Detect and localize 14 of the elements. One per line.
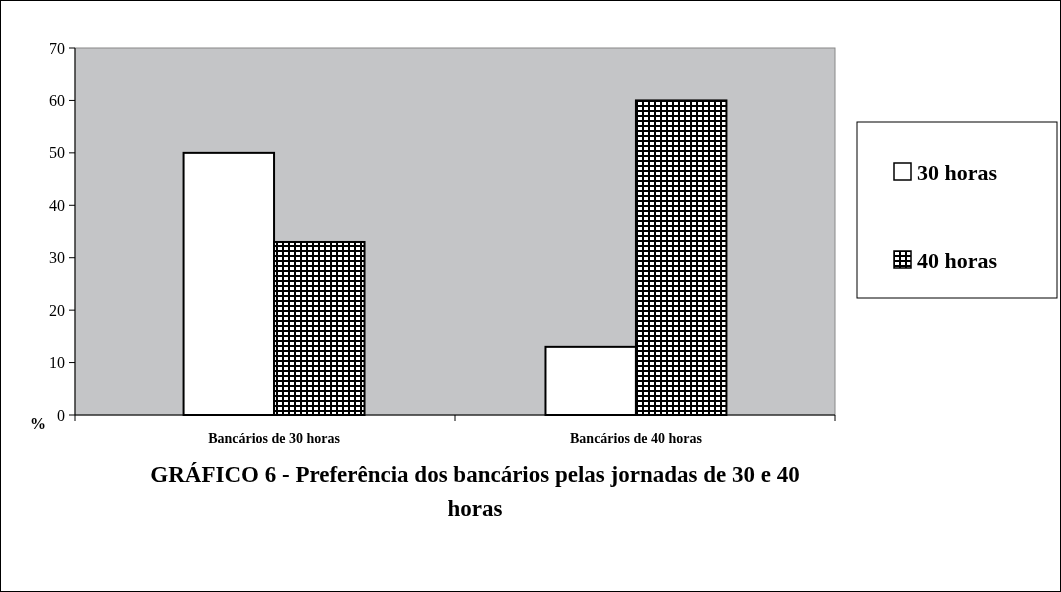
y-tick-label: 70 [49, 39, 65, 57]
y-tick-label: 50 [49, 144, 65, 162]
legend-label: 30 horas [917, 159, 998, 185]
y-tick-label: 60 [49, 92, 65, 110]
y-axis-title: % [30, 415, 46, 432]
y-tick-label: 10 [49, 354, 65, 372]
y-tick-label: 20 [49, 301, 65, 319]
y-tick-label: 30 [49, 249, 65, 267]
x-tick-label: Bancários de 40 horas [570, 431, 703, 446]
x-tick-label: Bancários de 30 horas [208, 431, 341, 446]
legend-label: 40 horas [917, 247, 998, 273]
y-tick-label: 0 [57, 406, 65, 424]
text: GRÁFICO 6 - Preferência dos bancários pelas jornadas de 30 e 40 horas [150, 462, 800, 521]
y-tick-label: 40 [49, 196, 65, 214]
